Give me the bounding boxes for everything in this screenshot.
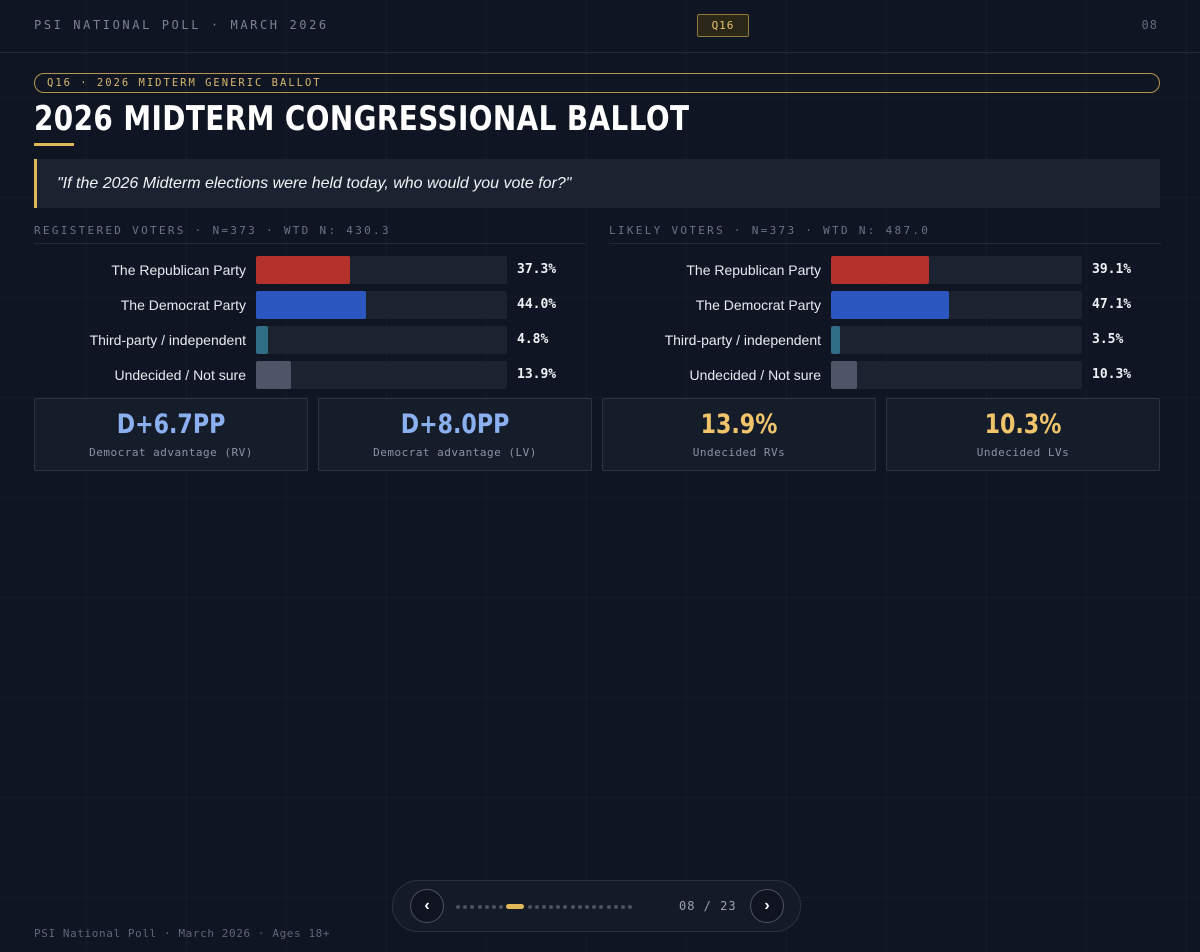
slide-counter: 08 / 23 [679,899,737,913]
slide-dot[interactable] [491,904,496,909]
bar-track [256,291,507,319]
stat-caption: Democrat advantage (RV) [89,446,253,459]
bar-category-label: The Republican Party [111,262,246,278]
bar-category-label: Third-party / independent [89,332,246,348]
bar [831,256,930,284]
bar-value-label: 39.1% [1092,262,1132,277]
bar-value-label: 37.3% [517,262,557,277]
bar-track [256,361,507,389]
slide-dot[interactable] [463,904,468,909]
question-badge[interactable]: Q16 [697,14,749,37]
bar-value-label: 4.8% [517,332,549,347]
slide-dot[interactable] [628,904,633,909]
slide-dot[interactable] [527,904,532,909]
rv-divider [34,243,586,244]
slide-dots [456,904,633,909]
rv-chart-heading: REGISTERED VOTERS · N=373 · WTD N: 430.3 [34,224,586,244]
bar-track [831,326,1082,354]
rv-bar-row: The Republican Party 37.3% [34,256,586,284]
chevron-right-icon: › [764,897,770,914]
footer-note: PSI National Poll · March 2026 · Ages 18… [34,927,331,940]
bar-value-label: 13.9% [517,367,557,382]
slide-dot[interactable] [477,904,482,909]
page-title: 2026 MIDTERM CONGRESSIONAL BALLOT [34,99,690,139]
lv-bar-row: The Republican Party 39.1% [609,256,1161,284]
slide-dot[interactable] [556,904,561,909]
rv-chart-title: REGISTERED VOTERS · N=373 · WTD N: 430.3 [34,224,391,237]
stat-value: 10.3% [984,409,1062,440]
bar [831,291,950,319]
slide-dot[interactable] [456,904,460,909]
slide-dot[interactable] [585,904,589,909]
bar-track [831,256,1082,284]
next-slide-button[interactable]: › [750,889,784,923]
slide-dot-active[interactable] [506,904,525,909]
slide-dot[interactable] [620,904,625,909]
slide-dot[interactable] [592,904,597,909]
stat-card-lv-advantage: D+8.0PP Democrat advantage (LV) [318,398,592,471]
bar [831,361,857,389]
rv-bar-row: The Democrat Party 44.0% [34,291,586,319]
bar [831,326,840,354]
slide-dot[interactable] [606,904,611,909]
stat-value: 13.9% [700,409,778,440]
bar-category-label: The Democrat Party [695,297,821,313]
stat-card-lv-undecided: 10.3% Undecided LVs [886,398,1160,471]
slide-dot[interactable] [563,904,568,909]
stat-caption: Democrat advantage (LV) [373,446,537,459]
stat-card-rv-advantage: D+6.7PP Democrat advantage (RV) [34,398,308,471]
bar-value-label: 47.1% [1092,297,1132,312]
slide-dot[interactable] [470,904,475,909]
section-tag: Q16 · 2026 MIDTERM GENERIC BALLOT [34,73,1160,93]
slide-pager: ‹ 08 / 23 › [392,880,801,932]
slide-dot[interactable] [570,904,575,909]
bar [256,326,269,354]
bar-category-label: The Democrat Party [120,297,246,313]
chevron-left-icon: ‹ [424,897,430,914]
rv-bar-row: Third-party / independent 4.8% [34,326,586,354]
slide-dot[interactable] [613,904,618,909]
bar [256,361,291,389]
lv-bar-row: The Democrat Party 47.1% [609,291,1161,319]
stat-value: D+6.7PP [116,409,226,440]
slide-dot[interactable] [599,904,604,909]
stat-card-rv-undecided: 13.9% Undecided RVs [602,398,876,471]
slide-dot[interactable] [499,904,504,909]
stat-caption: Undecided LVs [976,446,1070,459]
bar [256,256,350,284]
bar-track [831,361,1082,389]
bar-track [256,326,507,354]
bar [256,291,367,319]
bar-value-label: 10.3% [1092,367,1132,382]
rv-bar-row: Undecided / Not sure 13.9% [34,361,586,389]
lv-bar-row: Third-party / independent 3.5% [609,326,1161,354]
slide-dot[interactable] [541,904,546,909]
bar-category-label: Third-party / independent [664,332,821,348]
slide-dot[interactable] [484,904,489,909]
lv-bar-row: Undecided / Not sure 10.3% [609,361,1161,389]
question-quote: "If the 2026 Midterm elections were held… [34,159,1160,208]
poll-brand: PSI NATIONAL POLL · MARCH 2026 [34,18,329,32]
bar-track [256,256,507,284]
bar-category-label: The Republican Party [686,262,821,278]
stat-caption: Undecided RVs [692,446,786,459]
lv-divider [609,243,1161,244]
slide-dot[interactable] [549,904,554,909]
slide-dot[interactable] [534,904,539,909]
bar-value-label: 44.0% [517,297,557,312]
bar-category-label: Undecided / Not sure [114,367,246,383]
lv-chart-heading: LIKELY VOTERS · N=373 · WTD N: 487.0 [609,224,1161,244]
slide-dot[interactable] [577,904,582,909]
prev-slide-button[interactable]: ‹ [410,889,444,923]
top-bar: PSI NATIONAL POLL · MARCH 2026 Q16 08 [0,0,1200,53]
lv-chart-title: LIKELY VOTERS · N=373 · WTD N: 487.0 [609,224,931,237]
page-number: 08 [1141,18,1158,32]
title-underline [34,143,74,146]
stat-value: D+8.0PP [400,409,510,440]
bar-value-label: 3.5% [1092,332,1124,347]
bar-category-label: Undecided / Not sure [689,367,821,383]
bar-track [831,291,1082,319]
